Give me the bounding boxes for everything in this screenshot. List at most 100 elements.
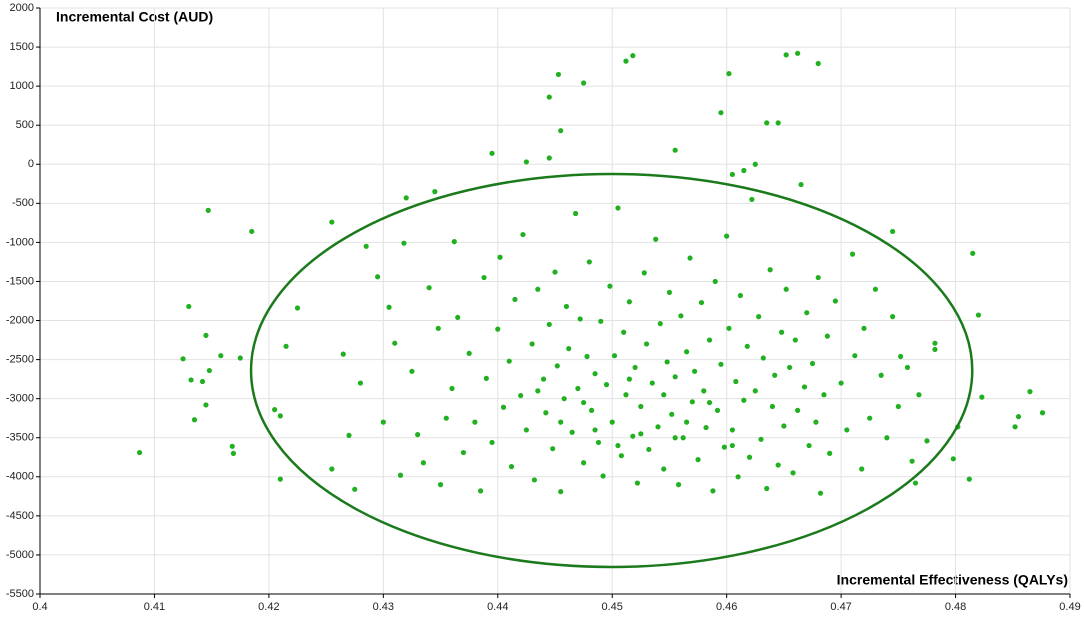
point: [630, 53, 636, 59]
point: [495, 326, 501, 332]
x-axis-title: Incremental Effectiveness (QALYs): [837, 572, 1068, 588]
point: [806, 442, 812, 449]
point: [669, 411, 675, 417]
y-tick-label: -4500: [6, 510, 34, 522]
point: [764, 120, 770, 126]
point: [813, 419, 819, 425]
point: [824, 333, 830, 339]
point: [676, 482, 682, 488]
point: [783, 286, 789, 292]
point: [435, 325, 441, 331]
point: [607, 283, 613, 289]
point: [775, 120, 781, 126]
point: [632, 364, 638, 371]
x-tick-label: 0.44: [487, 601, 508, 613]
point: [692, 368, 698, 374]
point: [678, 313, 684, 319]
x-tick-label: 0.45: [602, 601, 623, 613]
point: [817, 490, 824, 496]
point: [729, 427, 735, 433]
point: [672, 435, 678, 441]
point: [180, 356, 186, 362]
point: [592, 371, 598, 377]
x-tick-label: 0.4: [32, 601, 47, 613]
point: [827, 450, 833, 456]
point: [821, 392, 827, 398]
y-tick-label: -1000: [6, 236, 34, 248]
point: [546, 321, 552, 328]
point: [508, 464, 515, 470]
point: [760, 355, 766, 361]
point: [838, 380, 844, 386]
point: [809, 360, 816, 367]
confidence-ellipse: [249, 172, 974, 569]
point: [752, 161, 758, 167]
point: [581, 460, 587, 466]
point: [420, 460, 426, 466]
point: [741, 397, 747, 403]
y-tick-label: -5000: [6, 549, 34, 561]
point: [229, 443, 235, 449]
point: [666, 289, 673, 296]
y-tick-label: 1000: [10, 80, 34, 92]
point: [756, 314, 762, 320]
x-tick-label: 0.49: [1059, 601, 1080, 613]
point: [329, 466, 335, 472]
point: [932, 340, 938, 346]
point: [795, 407, 801, 413]
point: [726, 325, 732, 331]
point: [558, 419, 564, 425]
point: [375, 274, 381, 280]
point: [680, 435, 686, 441]
point: [790, 470, 796, 476]
point: [710, 488, 716, 494]
point: [706, 337, 713, 343]
point: [649, 380, 655, 386]
point: [520, 231, 526, 238]
point: [615, 442, 621, 449]
point: [783, 52, 789, 58]
point: [346, 432, 352, 438]
point: [380, 419, 386, 425]
point: [618, 453, 624, 459]
x-tick-label: 0.43: [373, 601, 394, 613]
y-tick-label: -2000: [6, 314, 34, 326]
x-tick-label: 0.47: [830, 601, 851, 613]
point: [724, 233, 730, 239]
y-axis-title: Incremental Cost (AUD): [56, 9, 213, 25]
point: [752, 388, 758, 394]
point: [769, 403, 776, 410]
point: [609, 419, 615, 425]
point: [664, 359, 670, 365]
point: [916, 392, 922, 398]
point: [466, 350, 472, 356]
point: [363, 243, 369, 249]
point: [283, 343, 289, 349]
point: [540, 376, 547, 382]
point: [630, 433, 636, 439]
point: [775, 462, 781, 468]
y-tick-label: 2000: [10, 2, 34, 14]
point: [1015, 414, 1022, 420]
point: [787, 364, 793, 371]
point: [206, 367, 212, 374]
point: [603, 382, 610, 388]
point: [409, 368, 415, 374]
point: [569, 429, 575, 435]
point: [684, 349, 690, 355]
point: [970, 250, 976, 256]
point: [767, 267, 773, 273]
point: [815, 274, 821, 281]
point: [199, 378, 206, 385]
point: [615, 205, 621, 211]
point: [626, 376, 632, 382]
point: [392, 340, 398, 346]
point: [890, 228, 896, 235]
point: [575, 385, 581, 392]
point: [832, 298, 838, 304]
point: [898, 353, 904, 360]
point: [294, 305, 301, 311]
point: [558, 489, 564, 495]
point: [489, 150, 495, 156]
